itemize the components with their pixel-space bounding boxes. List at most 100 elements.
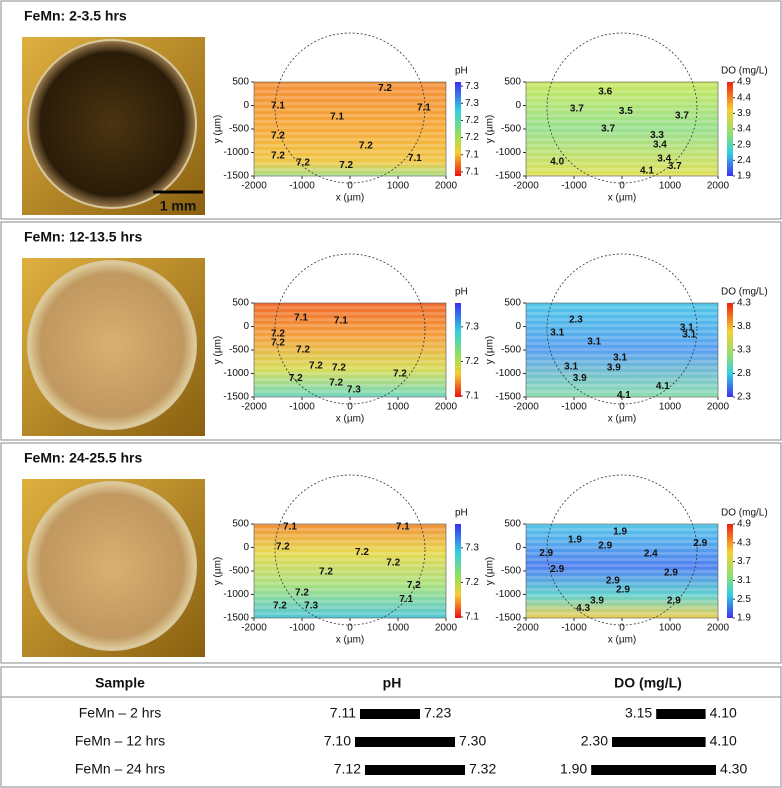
colorbar-tick-label: 7.2 — [465, 132, 479, 143]
point-label: 7.2 — [273, 600, 287, 611]
colorbar-tick-label: 2.4 — [737, 155, 751, 166]
sample-name: FeMn – 12 hrs — [75, 733, 165, 749]
x-tick-label: 2000 — [435, 181, 458, 192]
x-tick-label: 1000 — [659, 181, 682, 192]
colorbar-label: pH — [455, 508, 468, 519]
point-label: 7.2 — [386, 558, 400, 569]
sample-photo — [27, 39, 197, 209]
colorbar-tick-label: 4.9 — [737, 519, 751, 530]
colorbar-tick-label: 3.4 — [737, 124, 751, 135]
point-label: 4.3 — [576, 603, 590, 614]
y-tick-label: -500 — [501, 124, 521, 135]
point-label: 2.9 — [606, 576, 620, 587]
range-min: 2.30 — [581, 733, 608, 749]
point-label: 3.5 — [619, 106, 633, 117]
heatmap-texture — [526, 524, 718, 618]
point-label: 4.1 — [656, 381, 670, 392]
point-label: 7.2 — [355, 547, 369, 558]
y-axis-label: y (µm) — [485, 336, 496, 365]
range-bar — [612, 737, 706, 747]
y-tick-label: 0 — [515, 321, 521, 332]
colorbar-tick-label: 7.2 — [465, 115, 479, 126]
y-tick-label: 0 — [243, 542, 249, 553]
table-header: DO (mg/L) — [614, 675, 682, 691]
y-tick-label: -1000 — [495, 368, 521, 379]
point-label: 3.1 — [587, 337, 601, 348]
y-tick-label: 0 — [243, 321, 249, 332]
colorbar-tick-label: 1.9 — [737, 171, 751, 182]
colorbar — [727, 524, 733, 618]
range-min: 7.11 — [330, 705, 356, 721]
x-tick-label: 1000 — [387, 402, 410, 413]
y-tick-label: -500 — [229, 124, 249, 135]
range-max: 7.30 — [459, 733, 486, 749]
range-max: 4.10 — [710, 733, 737, 749]
range-bar — [656, 709, 706, 719]
sample-outline — [546, 32, 698, 184]
point-label: 3.9 — [573, 373, 587, 384]
point-label: 2.9 — [664, 568, 678, 579]
heatmap-texture — [254, 82, 446, 176]
colorbar-tick-label: 7.3 — [465, 321, 479, 332]
colorbar-label: DO (mg/L) — [721, 66, 768, 77]
heatmap-texture — [254, 303, 446, 397]
y-tick-label: -500 — [501, 566, 521, 577]
point-label: 3.7 — [675, 110, 689, 121]
range-max: 4.30 — [720, 761, 747, 777]
point-label: 7.1 — [408, 153, 422, 164]
table-header: Sample — [95, 675, 145, 691]
colorbar-tick-label: 4.3 — [737, 537, 751, 548]
sample-outline — [274, 253, 426, 405]
point-label: 2.9 — [550, 564, 564, 575]
panel-title: FeMn: 24-25.5 hrs — [24, 450, 142, 466]
point-label: 7.1 — [294, 313, 308, 324]
x-tick-label: 0 — [347, 623, 353, 634]
colorbar-tick-label: 7.3 — [465, 98, 479, 109]
point-label: 3.4 — [657, 154, 671, 165]
point-label: 2.9 — [693, 538, 707, 549]
sample-name: FeMn – 24 hrs — [75, 761, 165, 777]
x-axis-label: x (µm) — [336, 635, 365, 646]
point-label: 7.1 — [399, 594, 413, 605]
point-label: 7.2 — [296, 157, 310, 168]
point-label: 7.2 — [339, 160, 353, 171]
point-label: 2.9 — [598, 541, 612, 552]
point-label: 3.1 — [680, 323, 694, 334]
colorbar-tick-label: 7.1 — [465, 167, 479, 178]
point-label: 3.7 — [570, 103, 584, 114]
sample-photo — [27, 481, 197, 651]
y-tick-label: -500 — [229, 345, 249, 356]
point-label: 3.7 — [668, 161, 682, 172]
y-tick-label: 500 — [504, 519, 521, 530]
y-tick-label: -500 — [229, 566, 249, 577]
point-label: 3.1 — [682, 330, 696, 341]
scale-bar-label: 1 mm — [160, 198, 197, 214]
point-label: 7.2 — [276, 542, 290, 553]
colorbar-tick-label: 7.1 — [465, 149, 479, 160]
x-tick-label: -1000 — [289, 623, 315, 634]
point-label: 1.9 — [568, 535, 582, 546]
x-tick-label: -2000 — [241, 402, 267, 413]
colorbar-tick-label: 2.9 — [737, 139, 751, 150]
point-label: 2.9 — [667, 596, 681, 607]
colorbar-tick-label: 3.9 — [737, 108, 751, 119]
y-axis-label: y (µm) — [485, 557, 496, 586]
point-label: 7.1 — [334, 316, 348, 327]
point-label: 3.9 — [590, 596, 604, 607]
point-label: 7.2 — [271, 131, 285, 142]
colorbar-tick-label: 4.9 — [737, 77, 751, 88]
point-label: 4.1 — [617, 390, 631, 401]
sample-outline — [546, 253, 698, 405]
point-label: 7.2 — [295, 588, 309, 599]
heatmap-texture — [526, 303, 718, 397]
y-tick-label: -1000 — [223, 368, 249, 379]
table-border — [0, 666, 782, 788]
x-tick-label: 2000 — [435, 402, 458, 413]
colorbar — [727, 303, 733, 397]
point-label: 7.1 — [330, 112, 344, 123]
colorbar-label: DO (mg/L) — [721, 508, 768, 519]
range-max: 4.10 — [710, 705, 737, 721]
y-tick-label: 0 — [515, 542, 521, 553]
point-label: 7.1 — [271, 101, 285, 112]
